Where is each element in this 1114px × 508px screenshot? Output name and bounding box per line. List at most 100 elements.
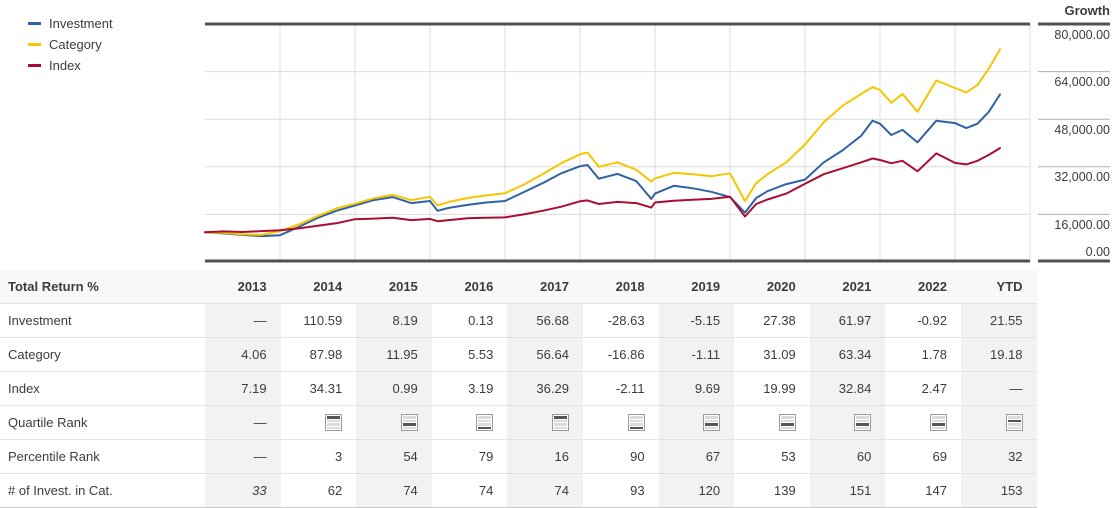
quartile-2-rank-icon: [1005, 414, 1023, 431]
table-cell: 34.31: [309, 381, 343, 396]
table-cell: 0.99: [356, 372, 432, 405]
y-tick-0: 0.00: [1086, 245, 1110, 259]
column-header-2019: 2019: [691, 279, 721, 294]
column-header-2014: 2014: [313, 279, 343, 294]
table-cell: 151: [809, 474, 886, 507]
chart-plot-area[interactable]: [205, 24, 1030, 261]
y-tick-32000: 32,000.00: [1054, 170, 1110, 184]
quartile-3-rank-icon: [854, 414, 872, 431]
table-cell: 32.84: [809, 372, 886, 405]
y-tick-64000: 64,000.00: [1054, 75, 1110, 89]
column-header-2016: 2016: [464, 279, 494, 294]
table-cell: 3.19: [468, 381, 494, 396]
table-cell: —: [205, 304, 281, 337]
legend-item-investment: Investment: [28, 13, 113, 34]
table-cell: 120: [658, 474, 735, 507]
table-cell: 11.95: [356, 338, 432, 371]
table-row-investment: Investment — 110.59 8.19 0.13 56.68 -28.63 -5.1…: [0, 304, 1037, 338]
table-cell: 74: [507, 474, 583, 507]
column-header-YTD: YTD: [996, 279, 1023, 294]
chart-legend: Investment Category Index: [28, 13, 113, 76]
index-line: [204, 147, 1001, 234]
table-cell: 4.06: [205, 338, 281, 371]
table-cell: 74: [356, 474, 432, 507]
table-cell: 56.68: [507, 304, 583, 337]
table-cell: -5.15: [658, 304, 735, 337]
table-cell: —: [205, 440, 281, 473]
table-body: Investment — 110.59 8.19 0.13 56.68 -28.63 -5.1…: [0, 304, 1037, 508]
quartile-4-rank-icon: [476, 414, 494, 431]
growth-chart-svg: Growth 80,000.00 64,000.00 48,000.00 32,…: [204, 3, 1111, 263]
table-cell: 27.38: [763, 313, 796, 328]
table-cell: [658, 406, 735, 439]
table-cell: [507, 406, 583, 439]
table-cell: 7.19: [205, 372, 281, 405]
table-cell: 1.78: [921, 347, 947, 362]
category-line: [204, 48, 1001, 236]
row-label: Category: [8, 347, 61, 362]
table-cell: —: [960, 372, 1037, 405]
table-cell: -2.11: [615, 381, 645, 396]
table-title: Total Return %: [8, 279, 99, 294]
y-tick-16000: 16,000.00: [1054, 218, 1110, 232]
table-cell: [809, 406, 886, 439]
table-header-row: Total Return % 2013 2014 2015 2016 2017 2018 2…: [0, 270, 1037, 304]
quartile-3-rank-icon: [703, 414, 721, 431]
table-cell: 79: [478, 449, 494, 464]
column-header-2022: 2022: [918, 279, 947, 294]
column-header-2018: 2018: [615, 279, 645, 294]
table-row-quartile_rank: Quartile Rank —: [0, 406, 1037, 440]
column-header-2015: 2015: [388, 279, 418, 294]
column-header-2020: 2020: [766, 279, 796, 294]
table-cell: 62: [327, 483, 343, 498]
row-label: Index: [8, 381, 40, 396]
table-cell: 19.99: [763, 381, 796, 396]
table-cell: 9.69: [658, 372, 735, 405]
table-cell: [356, 406, 432, 439]
table-cell: [432, 406, 508, 439]
legend-label: Investment: [49, 16, 113, 31]
table-cell: 63.34: [809, 338, 886, 371]
quartile-3-rank-icon: [929, 414, 947, 431]
quartile-1-rank-icon: [551, 414, 569, 431]
table-cell: -0.92: [917, 313, 947, 328]
chart-series: [204, 48, 1001, 238]
quartile-1-rank-icon: [325, 414, 343, 431]
table-cell: 54: [356, 440, 432, 473]
table-cell: 93: [630, 483, 645, 498]
table-cell: 36.29: [507, 372, 583, 405]
table-cell: 32: [960, 440, 1037, 473]
legend-label: Index: [49, 58, 81, 73]
row-label: Percentile Rank: [8, 449, 100, 464]
table-cell: 61.97: [809, 304, 886, 337]
table-cell: 8.19: [356, 304, 432, 337]
table-cell: 74: [478, 483, 494, 498]
investment-line-swatch: [28, 22, 41, 25]
quartile-3-rank-icon: [778, 414, 796, 431]
table-cell: [281, 406, 357, 439]
table-cell: 69: [932, 449, 947, 464]
quartile-3-rank-icon: [400, 414, 418, 431]
total-return-table: Total Return % 2013 2014 2015 2016 2017 2018 2…: [0, 270, 1037, 508]
legend-item-index: Index: [28, 55, 113, 76]
table-cell: 147: [925, 483, 947, 498]
table-cell: -28.63: [607, 313, 645, 328]
table-row-percentile_rank: Percentile Rank — 3 54 79 16 90 67 53 60 69 32: [0, 440, 1037, 474]
table-cell: 3: [334, 449, 343, 464]
table-cell: 21.55: [960, 304, 1037, 337]
table-cell: 53: [781, 449, 796, 464]
table-cell: —: [205, 406, 281, 439]
table-cell: 153: [960, 474, 1037, 507]
table-cell: -1.11: [658, 338, 735, 371]
row-label: Investment: [8, 313, 72, 328]
table-cell: 2.47: [921, 381, 947, 396]
chart-gridlines: [205, 24, 1031, 261]
y-axis-title: Growth: [1065, 3, 1111, 18]
table-cell: 60: [809, 440, 886, 473]
column-header-2013: 2013: [237, 279, 267, 294]
table-row-index: Index 7.19 34.31 0.99 3.19 36.29 -2.11 9.69 19.9…: [0, 372, 1037, 406]
category-line-swatch: [28, 43, 41, 46]
table-cell: -16.86: [607, 347, 645, 362]
y-tick-48000: 48,000.00: [1054, 123, 1110, 137]
